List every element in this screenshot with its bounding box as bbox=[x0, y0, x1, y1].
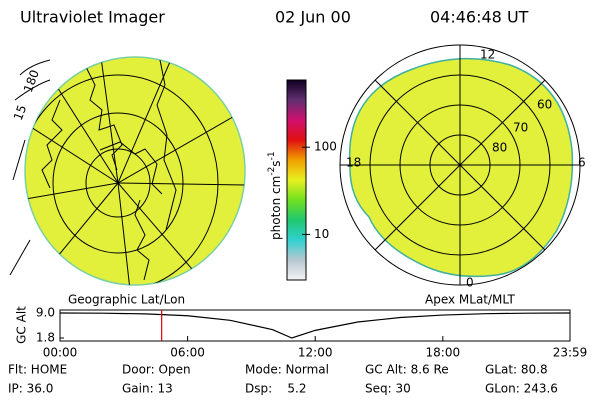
status: GLat: 80.8 bbox=[485, 363, 548, 377]
status: Dsp: 5.2 bbox=[245, 382, 307, 396]
x-tick-label: 18:00 bbox=[426, 346, 461, 360]
altitude-plot: GC Alt 9.0 1.800:00 06:00 12:00 18:00 23:59 bbox=[15, 306, 588, 360]
caption: Apex MLat/MLT bbox=[425, 293, 515, 307]
altitude-line bbox=[59, 312, 571, 339]
status: GC Alt: 8.6 Re bbox=[365, 363, 449, 377]
status: GLon: 243.6 bbox=[485, 382, 558, 396]
mlt-label: 6 bbox=[578, 156, 586, 170]
mlat-label: 80 bbox=[492, 141, 507, 155]
caption: Geographic Lat/Lon bbox=[68, 293, 185, 307]
status: Mode: Normal bbox=[245, 363, 329, 377]
geographic-image: 15 180 bbox=[9, 56, 246, 286]
status: IP: 36.0 bbox=[8, 382, 53, 396]
tick-label: 10 bbox=[314, 227, 329, 241]
magnetic-image: 12 18 6 0 60 70 80 bbox=[339, 44, 586, 290]
status: Flt: HOME bbox=[8, 363, 67, 377]
edge-label: 15 bbox=[11, 103, 29, 122]
status: Seq: 30 bbox=[365, 382, 411, 396]
time: 04:46:48 UT bbox=[430, 8, 529, 27]
title: Ultraviolet Imager bbox=[20, 8, 165, 27]
y-tick-label: 1.8 bbox=[36, 331, 55, 345]
mlat-label: 60 bbox=[537, 98, 552, 112]
colorbar-scale bbox=[286, 79, 307, 281]
x-tick-label: 12:00 bbox=[298, 346, 333, 360]
mlt-label: 12 bbox=[480, 48, 495, 62]
mlt-label: 0 bbox=[466, 276, 474, 290]
status: Gain: 13 bbox=[122, 382, 173, 396]
date: 02 Jun 00 bbox=[275, 8, 351, 27]
status-panel: Flt: HOME Door: Open Mode: Normal GC Alt… bbox=[8, 363, 558, 396]
mlat-label: 70 bbox=[513, 121, 528, 135]
colorbar: photon cm-2s-1 10 100 bbox=[267, 79, 337, 281]
y-tick-label: 9.0 bbox=[36, 306, 55, 320]
tick-label: 100 bbox=[314, 140, 337, 154]
colorbar-label: photon cm-2s-1 bbox=[267, 151, 283, 240]
x-tick-label: 06:00 bbox=[170, 346, 205, 360]
x-tick-label: 23:59 bbox=[553, 346, 588, 360]
status: Door: Open bbox=[122, 363, 191, 377]
x-tick-label: 00:00 bbox=[43, 346, 78, 360]
y-axis-label: GC Alt bbox=[15, 306, 29, 344]
mlt-label: 18 bbox=[346, 156, 361, 170]
